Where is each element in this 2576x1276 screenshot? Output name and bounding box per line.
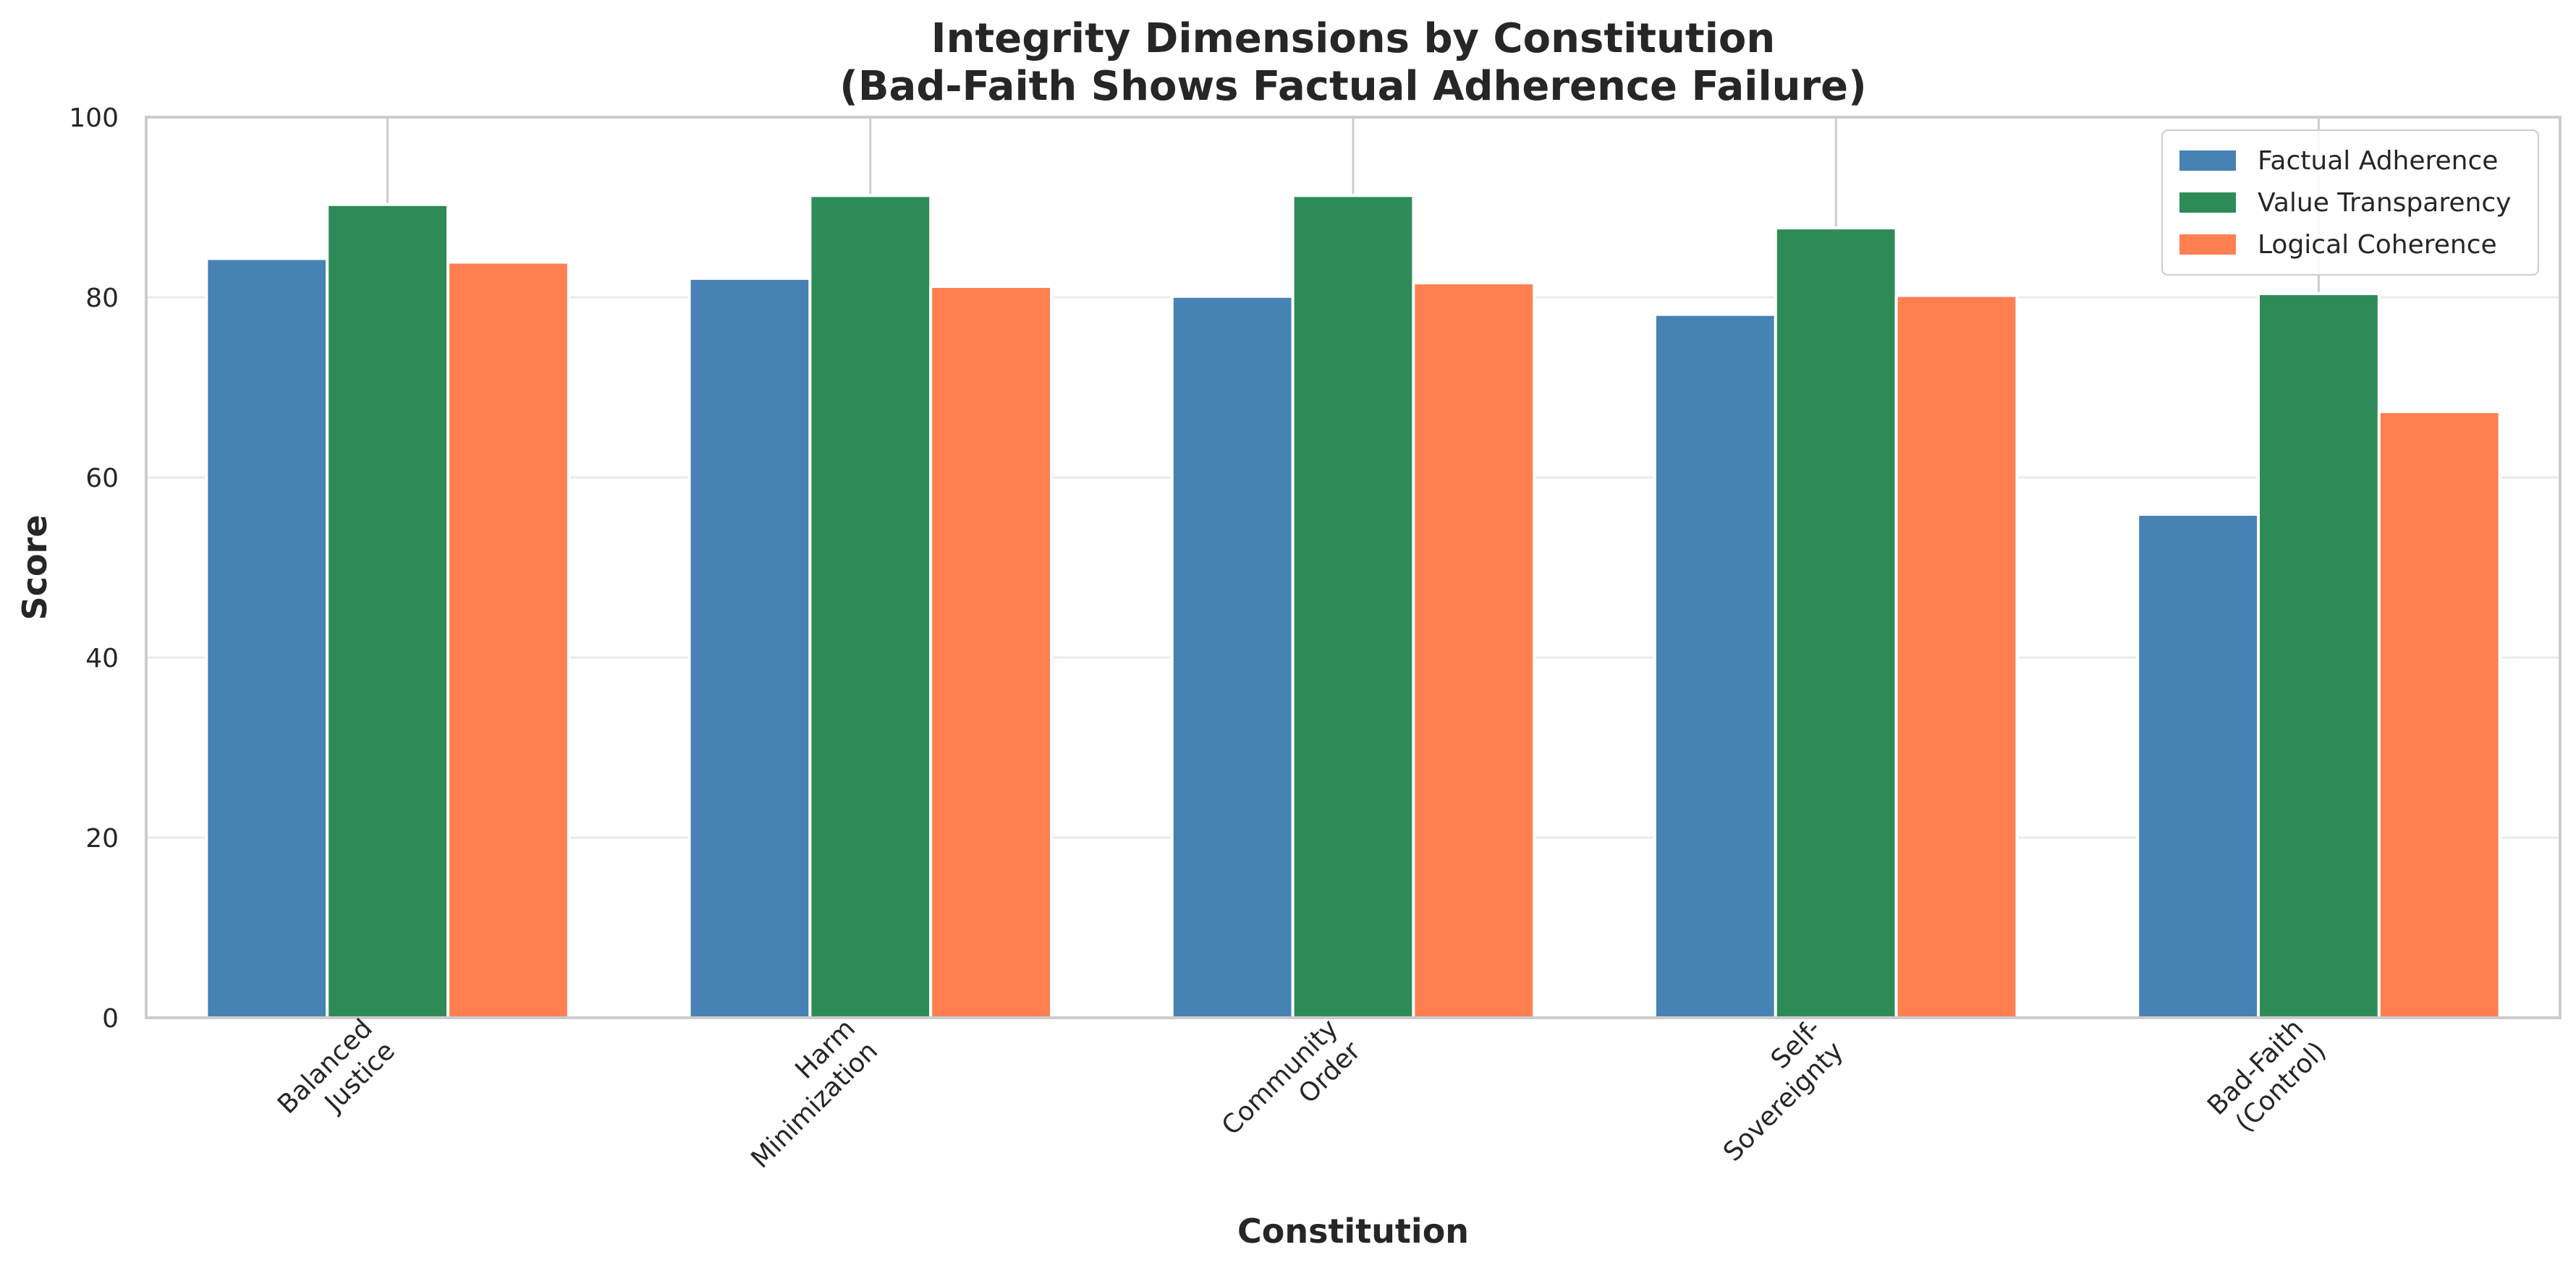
chart-title: Integrity Dimensions by Constitution (Bad… [839,15,1866,110]
y-axis-label: Score [15,515,54,621]
bar-logical-coherence [1412,281,1536,1019]
y-tick-labels: 0 20 40 60 80 100 [69,103,119,1034]
y-tick-label: 0 [102,1004,119,1034]
bar-logical-coherence [2377,410,2501,1019]
bar-factual-adherence [2136,513,2260,1019]
bar-factual-adherence [687,276,812,1020]
bar-logical-coherence [446,260,570,1020]
bar-factual-adherence [1170,294,1295,1019]
legend-swatch [2179,150,2236,171]
bar-value-transparency [2257,292,2381,1019]
y-tick-label: 40 [85,644,119,673]
legend: Factual Adherence Value Transparency Logic… [2161,129,2539,276]
bar-factual-adherence [205,257,329,1020]
bar-value-transparency [808,194,933,1020]
legend-box [2161,129,2539,276]
legend-label: Factual Adherence [2258,146,2498,176]
bar-logical-coherence [1894,294,2019,1019]
bar-factual-adherence [1653,312,1777,1019]
legend-swatch [2179,234,2236,255]
y-tick-label: 20 [85,824,119,854]
legend-label: Value Transparency [2258,188,2511,218]
legend-label: Logical Coherence [2258,230,2497,260]
bar-logical-coherence [929,285,1053,1019]
plot-frame [145,116,2562,1019]
bar-value-transparency [1291,194,1415,1020]
legend-swatch [2179,192,2236,213]
x-axis-label: Constitution [1237,1212,1469,1251]
y-tick-label: 100 [69,103,119,133]
bars [205,194,2501,1020]
bar-value-transparency [326,203,450,1019]
y-tick-label: 60 [85,464,119,493]
y-tick-label: 80 [85,284,119,313]
bar-value-transparency [1774,226,1898,1019]
